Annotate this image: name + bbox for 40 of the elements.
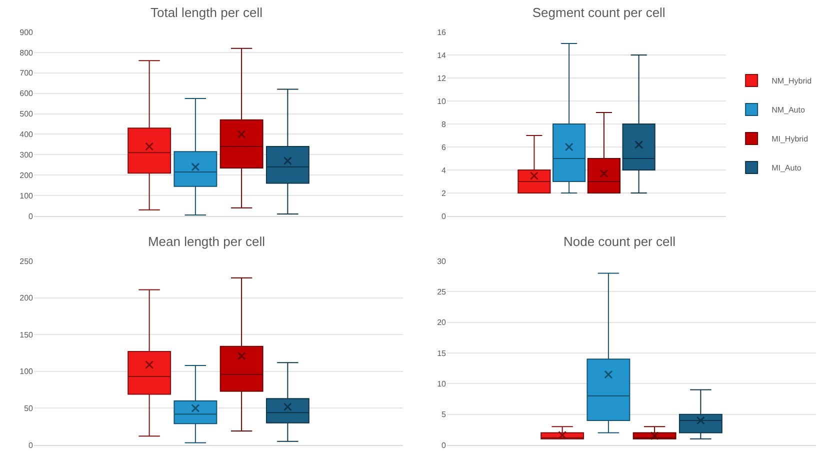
legend-label: NM_Hybrid — [772, 76, 812, 86]
y-tick-label: 10 — [437, 96, 447, 106]
y-tick-label: 20 — [437, 318, 447, 328]
y-tick-label: 700 — [20, 68, 34, 78]
chart-title: Mean length per cell — [148, 234, 266, 250]
legend-label: MI_Auto — [772, 164, 802, 173]
chart-title: Node count per cell — [563, 234, 676, 250]
y-tick-label: 500 — [20, 110, 34, 119]
y-tick-label: 200 — [20, 294, 34, 303]
y-tick-label: 250 — [20, 256, 34, 266]
legend-label: NM_Auto — [772, 106, 806, 115]
y-tick-label: 50 — [24, 404, 34, 413]
y-tick-label: 200 — [20, 170, 34, 180]
y-tick-label: 30 — [437, 256, 447, 266]
y-tick-label: 4 — [442, 166, 447, 175]
y-tick-label: 0 — [28, 440, 34, 450]
y-tick-label: 10 — [437, 379, 447, 388]
y-tick-label: 6 — [442, 142, 447, 152]
y-tick-label: 0 — [442, 212, 447, 221]
y-tick-label: 150 — [20, 330, 34, 340]
y-tick-label: 12 — [437, 74, 447, 83]
y-tick-label: 600 — [20, 89, 34, 98]
y-tick-label: 14 — [437, 50, 447, 60]
y-tick-label: 25 — [437, 287, 447, 296]
y-tick-label: 2 — [442, 188, 447, 198]
chart-title: Total length per cell — [150, 5, 263, 20]
y-tick-label: 100 — [20, 191, 34, 200]
y-tick-label: 5 — [442, 410, 447, 420]
y-tick-label: 100 — [20, 367, 34, 376]
y-tick-label: 0 — [28, 212, 34, 221]
y-tick-label: 900 — [20, 28, 34, 37]
y-tick-label: 300 — [20, 150, 34, 160]
y-tick-label: 400 — [20, 130, 34, 140]
chart-title: Segment count per cell — [532, 5, 666, 20]
y-tick-label: 800 — [20, 48, 34, 58]
y-tick-label: 0 — [442, 440, 447, 450]
y-tick-label: 15 — [437, 348, 447, 358]
y-tick-label: 16 — [437, 28, 447, 37]
legend-label: MI_Hybrid — [772, 134, 808, 144]
y-tick-label: 8 — [442, 120, 447, 129]
